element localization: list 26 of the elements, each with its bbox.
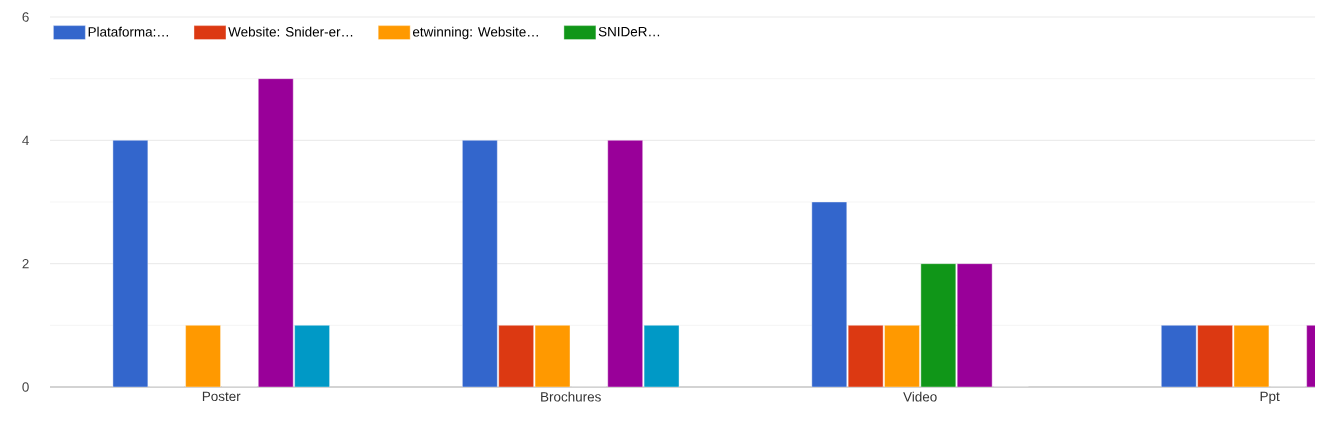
- bar: [811, 201, 847, 387]
- bar: [185, 325, 221, 387]
- y-tick-label: 6: [22, 12, 29, 22]
- y-tick-label: 0: [22, 382, 29, 392]
- bar: [1233, 325, 1270, 387]
- bar: [884, 325, 920, 387]
- x-tick-label: Brochures: [541, 391, 601, 402]
- y-tick-label: 2: [22, 258, 29, 269]
- bar: [1197, 325, 1233, 387]
- bar: [643, 325, 680, 387]
- bar: [847, 325, 884, 387]
- legend-label: Plataforma:…: [88, 26, 168, 37]
- x-tick-label: Poster: [202, 391, 241, 402]
- bar: [462, 140, 498, 387]
- bar: [534, 325, 571, 387]
- bar: [112, 140, 149, 387]
- legend-label: etwinning: Website…: [412, 26, 538, 40]
- bar: [294, 325, 330, 387]
- legend-label: Website: Snider-er…: [228, 26, 353, 37]
- bar: [920, 263, 957, 387]
- x-tick-label: Video: [903, 391, 937, 402]
- x-tick-label: Ppt: [1260, 391, 1280, 404]
- legend-label: SNIDeR…: [598, 26, 660, 37]
- y-tick-label: 4: [22, 135, 29, 145]
- bar: [1161, 325, 1197, 387]
- bar: [498, 325, 534, 387]
